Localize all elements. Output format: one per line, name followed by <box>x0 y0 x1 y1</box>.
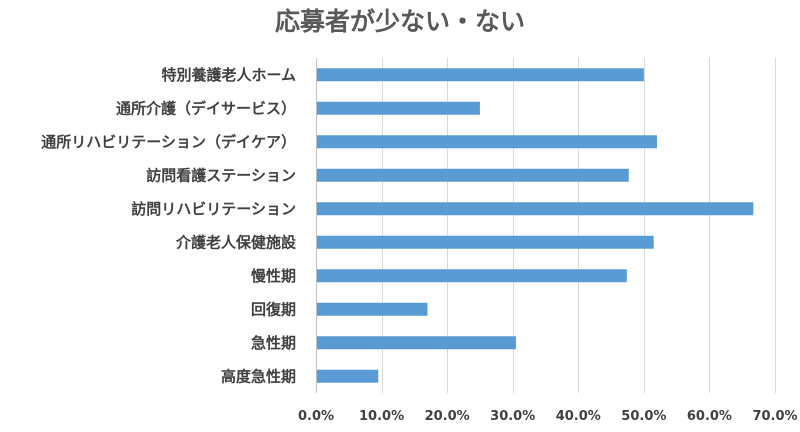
bar <box>317 135 657 149</box>
x-tick-label: 10.0% <box>359 409 404 424</box>
category-label: 訪問リハビリテーション <box>131 200 296 218</box>
bar <box>317 168 629 182</box>
x-tick-labels: 0.0% 10.0% 20.0% 30.0% 40.0% 50.0% 60.0% 70.0% <box>298 409 798 424</box>
x-tick-label: 30.0% <box>490 409 535 424</box>
x-tick-label: 20.0% <box>425 409 470 424</box>
category-label: 特別養護老人ホーム <box>161 66 296 84</box>
category-label: 回復期 <box>251 300 296 318</box>
bars <box>317 68 754 383</box>
x-tick-label: 0.0% <box>298 409 334 424</box>
category-label: 介護老人保健施設 <box>175 233 297 251</box>
bar <box>317 369 379 383</box>
category-label: 通所リハビリテーション（デイケア） <box>41 133 296 151</box>
bar <box>317 101 480 115</box>
bar <box>317 269 627 283</box>
category-label: 高度急性期 <box>221 367 296 385</box>
x-tick-label: 50.0% <box>621 409 666 424</box>
bar <box>317 302 428 316</box>
category-label: 急性期 <box>251 334 296 352</box>
x-tick-label: 70.0% <box>752 409 797 424</box>
bar <box>317 235 654 249</box>
x-tick-label: 60.0% <box>687 409 732 424</box>
category-label: 訪問看護ステーション <box>146 166 296 184</box>
bar <box>317 336 516 350</box>
bar <box>317 68 644 82</box>
bar <box>317 202 754 216</box>
chart-title: 応募者が少ない・ない <box>275 7 525 36</box>
category-label: 慢性期 <box>251 267 296 285</box>
x-tick-label: 40.0% <box>556 409 601 424</box>
category-label: 通所介護（デイサービス） <box>116 99 296 117</box>
